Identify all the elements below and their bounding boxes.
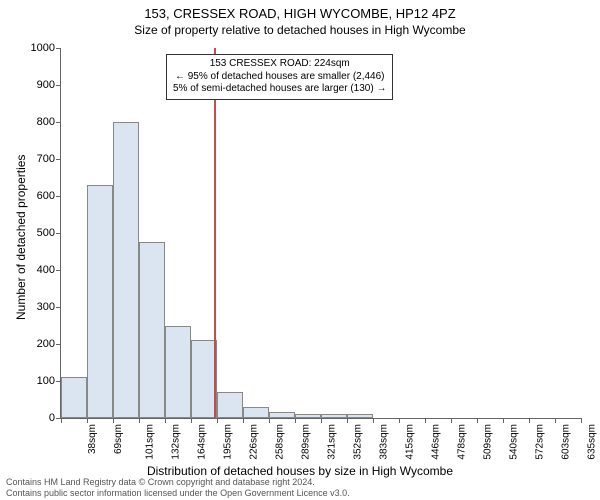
xtick-mark <box>87 418 88 423</box>
histogram-bar <box>243 407 269 418</box>
xtick-label: 383sqm <box>379 424 390 460</box>
xtick-label: 69sqm <box>113 424 124 454</box>
ytick-label: 0 <box>15 412 55 424</box>
xtick-label: 603sqm <box>561 424 572 460</box>
xtick-mark <box>113 418 114 423</box>
annotation-box: 153 CRESSEX ROAD: 224sqm← 95% of detache… <box>166 54 393 100</box>
xtick-mark <box>295 418 296 423</box>
xtick-mark <box>529 418 530 423</box>
histogram-bar <box>217 392 243 418</box>
xtick-mark <box>581 418 582 423</box>
ytick-mark <box>56 122 61 123</box>
xtick-label: 478sqm <box>457 424 468 460</box>
xtick-mark <box>555 418 556 423</box>
xtick-mark <box>373 418 374 423</box>
xtick-mark <box>399 418 400 423</box>
plot-canvas: 0100200300400500600700800900100038sqm69s… <box>60 48 581 419</box>
xtick-mark <box>139 418 140 423</box>
chart-title: 153, CRESSEX ROAD, HIGH WYCOMBE, HP12 4P… <box>0 0 600 21</box>
annotation-line-3: 5% of semi-detached houses are larger (1… <box>173 83 386 96</box>
xtick-label: 415sqm <box>405 424 416 460</box>
xtick-mark <box>321 418 322 423</box>
ytick-label: 400 <box>15 264 55 276</box>
xtick-label: 289sqm <box>301 424 312 460</box>
ytick-mark <box>56 344 61 345</box>
ytick-label: 100 <box>15 375 55 387</box>
ytick-label: 1000 <box>15 42 55 54</box>
marker-line <box>214 48 216 418</box>
ytick-label: 800 <box>15 116 55 128</box>
ytick-mark <box>56 159 61 160</box>
histogram-bar <box>87 185 113 418</box>
xtick-label: 321sqm <box>327 424 338 460</box>
xtick-label: 258sqm <box>275 424 286 460</box>
xtick-mark <box>165 418 166 423</box>
xtick-label: 635sqm <box>587 424 598 460</box>
histogram-bar <box>321 414 347 418</box>
caption: Contains HM Land Registry data © Crown c… <box>6 477 350 498</box>
ytick-label: 600 <box>15 190 55 202</box>
x-axis-label: Distribution of detached houses by size … <box>0 464 600 478</box>
ytick-mark <box>56 233 61 234</box>
ytick-mark <box>56 196 61 197</box>
xtick-mark <box>217 418 218 423</box>
ytick-mark <box>56 307 61 308</box>
xtick-label: 101sqm <box>145 424 156 460</box>
histogram-bar <box>295 414 321 418</box>
ytick-label: 900 <box>15 79 55 91</box>
xtick-label: 540sqm <box>509 424 520 460</box>
xtick-mark <box>347 418 348 423</box>
histogram-bar <box>269 412 295 418</box>
ytick-mark <box>56 85 61 86</box>
annotation-line-1: 153 CRESSEX ROAD: 224sqm <box>173 58 386 71</box>
caption-line-1: Contains HM Land Registry data © Crown c… <box>6 477 350 487</box>
plot-area: 0100200300400500600700800900100038sqm69s… <box>60 48 580 418</box>
xtick-label: 572sqm <box>535 424 546 460</box>
xtick-mark <box>61 418 62 423</box>
chart-subtitle: Size of property relative to detached ho… <box>0 21 600 37</box>
histogram-bar <box>61 377 87 418</box>
xtick-mark <box>269 418 270 423</box>
ytick-label: 700 <box>15 153 55 165</box>
xtick-mark <box>451 418 452 423</box>
xtick-mark <box>503 418 504 423</box>
xtick-label: 352sqm <box>353 424 364 460</box>
xtick-mark <box>191 418 192 423</box>
ytick-mark <box>56 270 61 271</box>
annotation-line-2: ← 95% of detached houses are smaller (2,… <box>173 71 386 84</box>
xtick-label: 509sqm <box>483 424 494 460</box>
ytick-label: 200 <box>15 338 55 350</box>
histogram-bar <box>165 326 191 419</box>
xtick-mark <box>425 418 426 423</box>
ytick-mark <box>56 48 61 49</box>
histogram-bar <box>113 122 139 418</box>
ytick-label: 500 <box>15 227 55 239</box>
xtick-label: 226sqm <box>249 424 260 460</box>
xtick-label: 164sqm <box>197 424 208 460</box>
chart-container: 153, CRESSEX ROAD, HIGH WYCOMBE, HP12 4P… <box>0 0 600 500</box>
histogram-bar <box>347 414 373 418</box>
caption-line-2: Contains public sector information licen… <box>6 488 350 498</box>
histogram-bar <box>139 242 165 418</box>
xtick-mark <box>243 418 244 423</box>
xtick-label: 446sqm <box>431 424 442 460</box>
xtick-mark <box>477 418 478 423</box>
xtick-label: 195sqm <box>223 424 234 460</box>
xtick-label: 132sqm <box>171 424 182 460</box>
xtick-label: 38sqm <box>87 424 98 454</box>
ytick-label: 300 <box>15 301 55 313</box>
